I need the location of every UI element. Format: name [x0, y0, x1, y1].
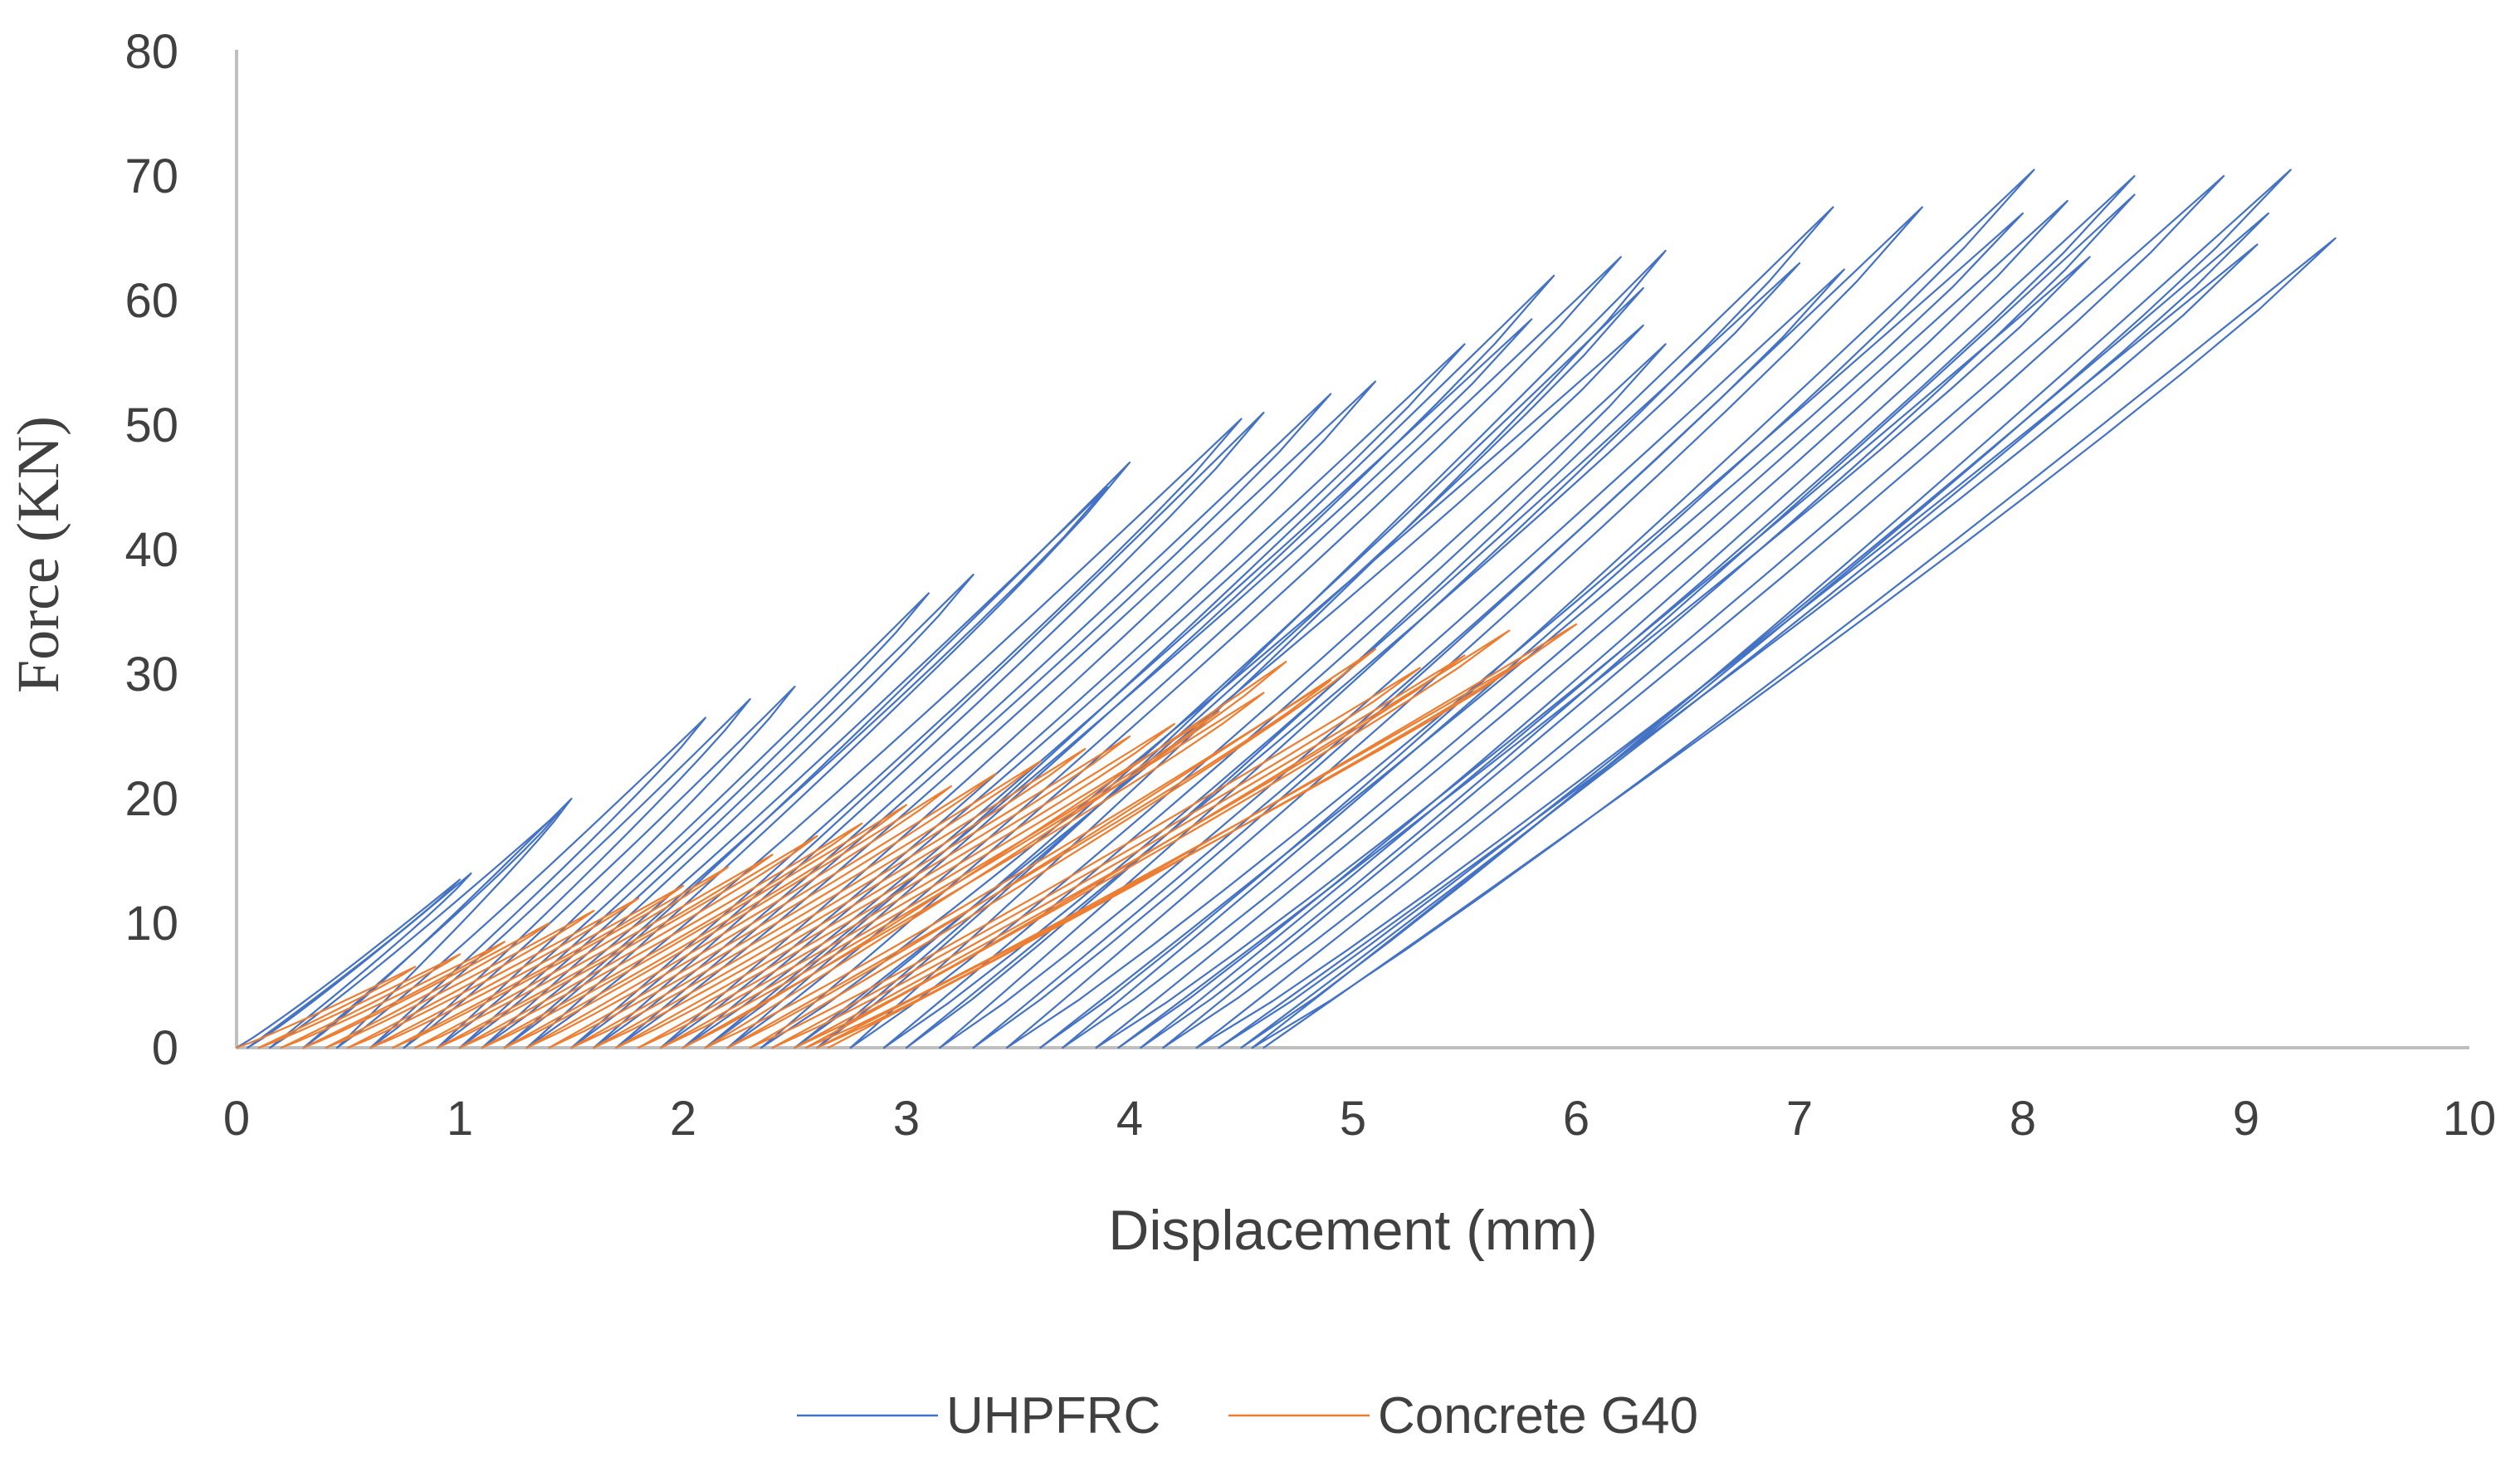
- load-cycle-concrete-g40: [816, 623, 1578, 1049]
- load-cycle-uhpfrc: [503, 461, 1131, 1049]
- load-cycle-uhpfrc: [615, 380, 1376, 1049]
- load-cycle-concrete-g40: [347, 897, 640, 1049]
- y-tick-label: 70: [125, 149, 178, 203]
- load-cycle-concrete-g40: [481, 804, 908, 1049]
- load-cycle-uhpfrc: [1095, 256, 2091, 1049]
- load-cycle-concrete-g40: [615, 722, 1175, 1049]
- load-cycle-uhpfrc: [1251, 237, 2337, 1049]
- load-cycle-uhpfrc: [302, 797, 573, 1049]
- y-tick-label: 80: [125, 25, 178, 79]
- y-tick-label: 10: [125, 897, 178, 951]
- load-cycle-concrete-g40: [593, 735, 1131, 1049]
- y-tick-label: 40: [125, 523, 178, 577]
- y-tick-label: 20: [125, 772, 178, 826]
- y-tick-label: 0: [152, 1021, 178, 1075]
- x-axis-title: Displacement (mm): [1108, 1199, 1597, 1262]
- x-tick-label: 2: [670, 1092, 696, 1146]
- load-cycle-uhpfrc: [1039, 169, 2035, 1049]
- load-cycle-uhpfrc: [883, 262, 1801, 1049]
- load-cycle-uhpfrc: [760, 324, 1644, 1049]
- x-tick-label: 6: [1563, 1092, 1590, 1146]
- y-tick-label: 30: [125, 648, 178, 702]
- load-cycle-concrete-g40: [726, 648, 1376, 1049]
- series-concrete-g40: [235, 623, 1578, 1049]
- load-cycle-concrete-g40: [637, 710, 1220, 1049]
- y-axis: 0 10 20 30 40 50 60 70 80: [125, 25, 238, 1075]
- load-cycle-concrete-g40: [660, 692, 1265, 1049]
- load-cycle-uhpfrc: [593, 393, 1332, 1049]
- x-tick-label: 5: [1340, 1092, 1366, 1146]
- x-tick-label: 0: [223, 1092, 250, 1146]
- x-tick-label: 4: [1116, 1092, 1143, 1146]
- x-tick-label: 10: [2443, 1092, 2497, 1146]
- x-tick-label: 9: [2233, 1092, 2259, 1146]
- load-cycle-uhpfrc: [849, 343, 1667, 1049]
- series-uhpfrc: [235, 169, 2337, 1049]
- load-cycle-uhpfrc: [1006, 212, 2024, 1049]
- legend-label-uhpfrc: UHPFRC: [946, 1387, 1160, 1445]
- load-cycle-uhpfrc: [481, 486, 1109, 1049]
- load-cycle-concrete-g40: [369, 884, 685, 1049]
- load-cycle-uhpfrc: [905, 206, 1834, 1049]
- load-cycle-uhpfrc: [1240, 169, 2292, 1049]
- load-cycle-concrete-g40: [437, 834, 818, 1049]
- y-tick-label: 60: [125, 274, 178, 328]
- load-cycle-concrete-g40: [414, 853, 774, 1049]
- load-cycle-concrete-g40: [325, 909, 595, 1049]
- load-cycle-concrete-g40: [794, 629, 1511, 1049]
- load-cycle-uhpfrc: [939, 268, 1845, 1049]
- x-tick-label: 3: [893, 1092, 920, 1146]
- load-cycle-concrete-g40: [257, 953, 462, 1049]
- load-cycle-uhpfrc: [1195, 243, 2259, 1049]
- series-group: [235, 169, 2337, 1049]
- load-cycle-uhpfrc: [247, 872, 472, 1049]
- load-cycle-concrete-g40: [704, 679, 1332, 1049]
- load-cycle-uhpfrc: [336, 716, 706, 1049]
- x-tick-label: 8: [2010, 1092, 2036, 1146]
- load-cycle-concrete-g40: [235, 966, 417, 1049]
- y-tick-label: 50: [125, 398, 178, 452]
- legend-label-concrete-g40: Concrete G40: [1378, 1387, 1698, 1445]
- load-cycle-concrete-g40: [525, 772, 997, 1049]
- load-cycle-uhpfrc: [660, 343, 1466, 1049]
- load-cycle-concrete-g40: [749, 667, 1421, 1049]
- load-cycle-concrete-g40: [503, 785, 952, 1049]
- load-cycle-uhpfrc: [235, 878, 462, 1049]
- load-cycle-uhpfrc: [1117, 174, 2136, 1049]
- load-cycle-concrete-g40: [280, 941, 505, 1049]
- y-axis-title: Force (KN): [5, 416, 71, 693]
- load-cycle-uhpfrc: [1162, 174, 2225, 1049]
- x-axis: 0 1 2 3 4 5 6 7 8 9 10: [223, 1046, 2497, 1146]
- load-cycle-concrete-g40: [681, 660, 1287, 1049]
- legend: UHPFRC Concrete G40: [797, 1387, 1698, 1445]
- load-cycle-concrete-g40: [548, 760, 1042, 1049]
- load-cycle-concrete-g40: [392, 866, 729, 1049]
- load-cycle-uhpfrc: [437, 592, 930, 1049]
- x-tick-label: 7: [1786, 1092, 1813, 1146]
- load-cycle-concrete-g40: [458, 822, 863, 1049]
- load-cycle-uhpfrc: [1140, 193, 2136, 1049]
- load-cycle-concrete-g40: [302, 922, 550, 1049]
- load-cycle-uhpfrc: [1218, 212, 2269, 1049]
- load-cycle-uhpfrc: [1062, 199, 2068, 1049]
- load-cycle-concrete-g40: [570, 747, 1087, 1049]
- x-tick-label: 1: [447, 1092, 473, 1146]
- load-cycle-concrete-g40: [771, 654, 1466, 1049]
